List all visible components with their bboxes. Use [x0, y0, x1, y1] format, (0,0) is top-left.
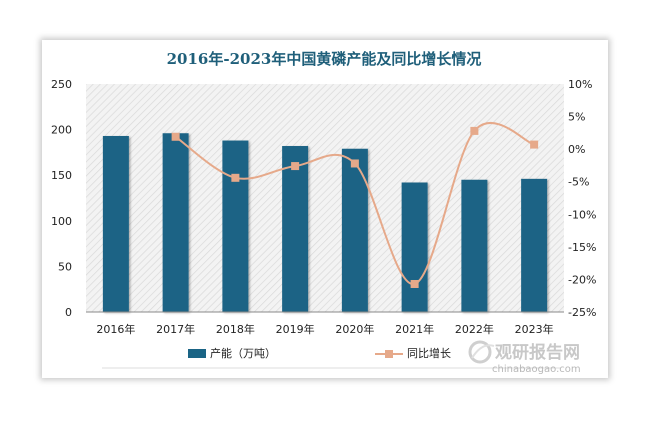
x-tick-0: 2016年: [96, 322, 135, 336]
y-left-tick-3: 150: [51, 169, 72, 182]
y-right-tick-1: -20%: [568, 273, 596, 286]
x-tick-2: 2018年: [216, 322, 255, 336]
watermark-text-en: chinabaogao.com: [492, 364, 581, 375]
y-right-tick-7: 10%: [568, 78, 592, 91]
bar-5: [402, 182, 428, 312]
y-right-tick-6: 5%: [568, 111, 585, 124]
x-tick-4: 2020年: [335, 322, 374, 336]
y-left-tick-0: 0: [65, 306, 72, 319]
y-right-tick-3: -10%: [568, 208, 596, 221]
plot-area: [86, 84, 564, 312]
bar-7: [521, 179, 547, 312]
bar-4: [342, 149, 368, 312]
watermark-text-cn: 观研报告网: [494, 342, 580, 363]
legend-label-growth: 同比增长: [407, 346, 451, 360]
watermark: 观研报告网 chinabaogao.com: [470, 342, 581, 375]
growth-point-5: [411, 280, 419, 288]
bar-1: [163, 133, 189, 312]
x-tick-5: 2021年: [395, 322, 434, 336]
y-right-tick-4: -5%: [568, 176, 589, 189]
y-right-tick-labels: -25% -20% -15% -10% -5% 0% 5% 10%: [568, 78, 596, 319]
y-right-tick-5: 0%: [568, 143, 585, 156]
growth-point-3: [291, 162, 299, 170]
x-tick-labels: 2016年 2017年 2018年 2019年 2020年 2021年 2022年 2023年: [96, 322, 553, 336]
x-tick-7: 2023年: [515, 322, 554, 336]
y-left-tick-5: 250: [51, 78, 72, 91]
y-left-tick-4: 200: [51, 124, 72, 137]
legend-swatch-growth-marker: [385, 350, 393, 358]
growth-point-2: [231, 174, 239, 182]
y-right-tick-0: -25%: [568, 306, 596, 319]
y-left-tick-labels: 0 50 100 150 200 250: [51, 78, 72, 319]
legend-label-capacity: 产能（万吨）: [210, 346, 276, 360]
y-right-tick-2: -15%: [568, 241, 596, 254]
bar-0: [103, 136, 129, 312]
y-left-tick-2: 100: [51, 215, 72, 228]
bar-6: [461, 180, 487, 312]
y-left-tick-1: 50: [58, 260, 72, 273]
bar-2: [222, 141, 248, 312]
bar-3: [282, 146, 308, 312]
x-tick-1: 2017年: [156, 322, 195, 336]
x-tick-6: 2022年: [455, 322, 494, 336]
x-tick-3: 2019年: [276, 322, 315, 336]
legend-swatch-capacity: [188, 349, 206, 358]
growth-point-6: [470, 127, 478, 135]
growth-point-1: [172, 133, 180, 141]
growth-point-4: [351, 159, 359, 167]
growth-point-7: [530, 141, 538, 149]
